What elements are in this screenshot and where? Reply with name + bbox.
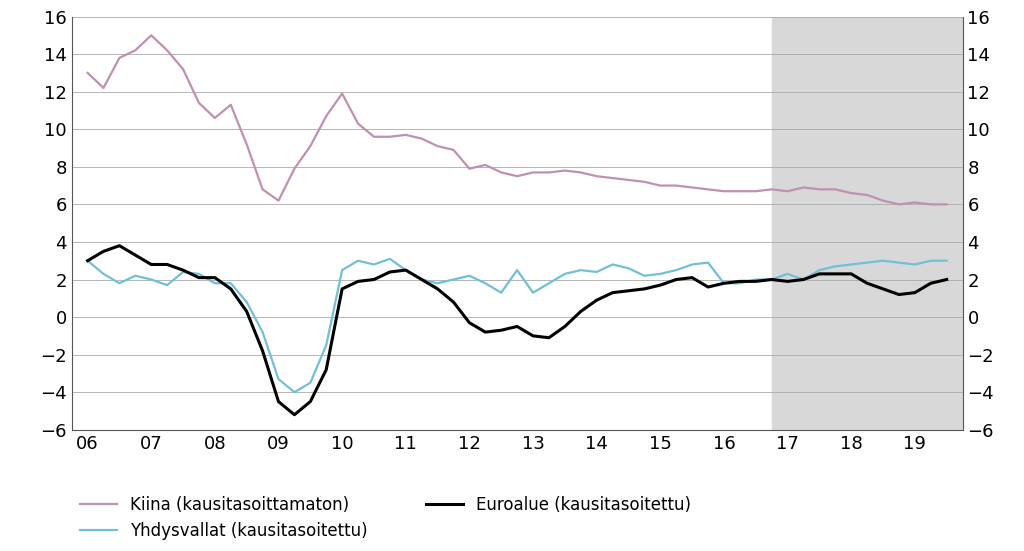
Legend: Kiina (kausitasoittamaton), Yhdysvallat (kausitasoitettu), Euroalue (kausitasoit: Kiina (kausitasoittamaton), Yhdysvallat … <box>80 496 691 541</box>
Bar <box>772 17 963 430</box>
